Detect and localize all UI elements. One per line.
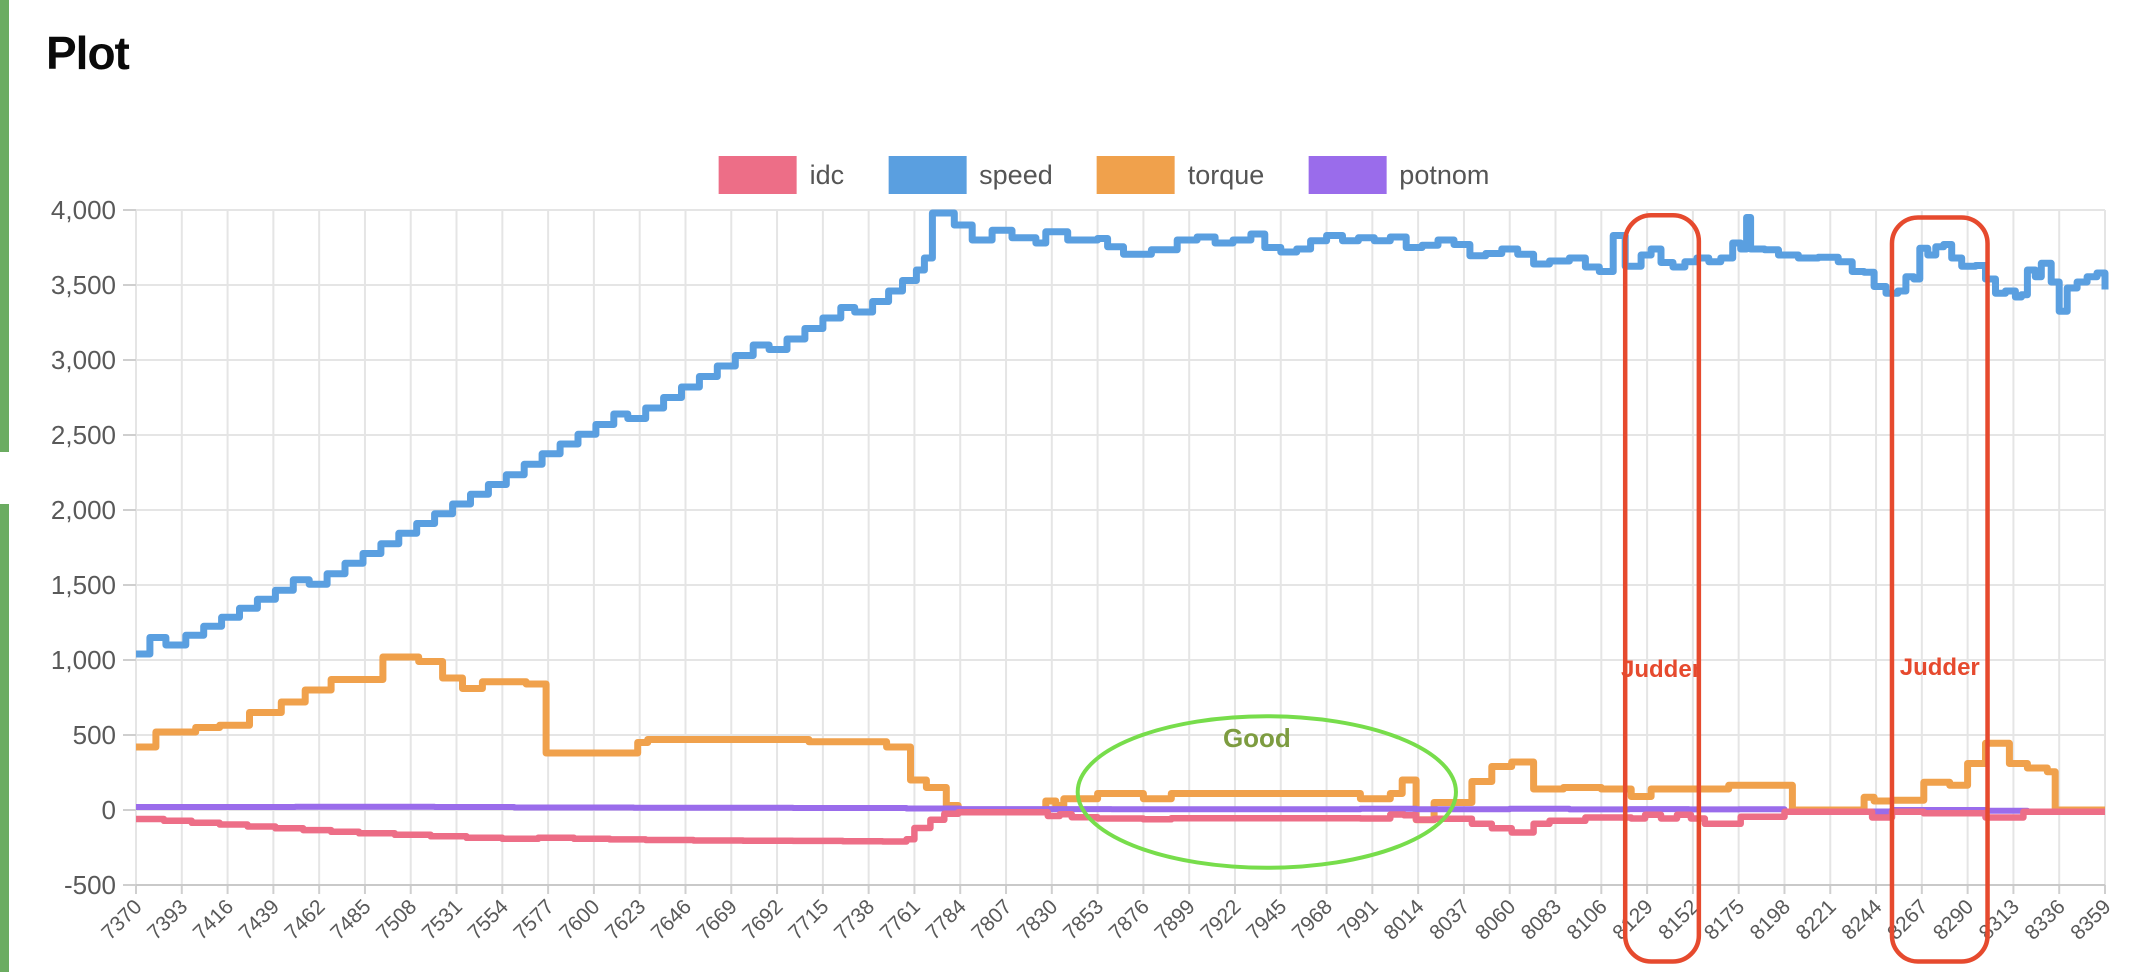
x-axis-tick-label: 7554 — [464, 895, 514, 945]
annotation-good-ellipse — [1075, 714, 1458, 870]
x-axis-tick-label: 7393 — [143, 895, 192, 944]
page-title: Plot — [46, 27, 130, 79]
legend-item-torque[interactable]: torque — [1096, 156, 1265, 194]
x-axis-tick-label: 7715 — [784, 895, 833, 944]
y-axis-tick-label: 1,000 — [51, 645, 116, 675]
legend-label: potnom — [1399, 159, 1490, 190]
legend-label: idc — [809, 159, 845, 190]
x-axis-tick-label: 8106 — [1563, 895, 1612, 944]
annotation-judder-box-1 — [1622, 213, 1702, 964]
x-axis-tick-label: 8244 — [1837, 895, 1887, 945]
series-speed-line[interactable] — [136, 209, 2109, 658]
legend-swatch-idc — [718, 156, 797, 194]
x-axis-tick-label: 8359 — [2066, 895, 2115, 944]
x-axis-tick-label: 7876 — [1105, 895, 1154, 944]
legend-item-speed[interactable]: speed — [888, 156, 1053, 194]
series-idc-line[interactable] — [136, 808, 2105, 845]
x-axis-tick-label: 7853 — [1059, 895, 1108, 944]
x-axis-tick-label: 8014 — [1379, 895, 1429, 945]
x-axis-tick-label: 8152 — [1654, 895, 1703, 944]
y-axis-tick-label: 4,000 — [51, 195, 116, 225]
x-axis-tick-label: 7416 — [189, 895, 238, 944]
x-axis-tick-label: 7830 — [1013, 895, 1062, 944]
legend-label: speed — [979, 159, 1053, 190]
x-axis-tick-label: 7577 — [509, 895, 558, 944]
x-axis-tick-label: 8129 — [1608, 895, 1657, 944]
x-axis-tick-label: 7485 — [326, 895, 375, 944]
legend-swatch-torque — [1096, 156, 1175, 194]
x-axis-tick-label: 7945 — [1242, 895, 1291, 944]
x-axis-tick-label: 7692 — [738, 895, 787, 944]
x-axis-tick-label: 7761 — [876, 895, 925, 944]
x-axis-tick-label: 7922 — [1196, 895, 1245, 944]
x-axis-tick-label: 7439 — [235, 895, 284, 944]
left-accent-bar-bottom — [0, 504, 9, 972]
x-axis-tick-label: 7370 — [97, 895, 146, 944]
y-axis-tick-label: 3,000 — [51, 345, 116, 375]
annotation-judder-box-2 — [1889, 215, 1990, 964]
left-accent-bar-top — [0, 0, 9, 452]
x-axis-tick-label: 7462 — [280, 895, 329, 944]
chart-legend: idc speed torque potnom — [718, 156, 1489, 194]
x-axis-tick-label: 7508 — [372, 895, 421, 944]
series-torque-line[interactable] — [136, 653, 2105, 824]
x-axis-tick-label: 7623 — [601, 895, 650, 944]
y-axis-tick-label: 2,500 — [51, 420, 116, 450]
x-axis-tick-label: 8037 — [1425, 895, 1474, 944]
x-axis-tick-label: 8060 — [1471, 895, 1520, 944]
y-axis-tick-label: 0 — [102, 795, 116, 825]
y-axis-tick-label: -500 — [64, 870, 116, 900]
x-axis-tick-label: 7669 — [693, 895, 742, 944]
x-axis-tick-label: 8290 — [1929, 895, 1978, 944]
legend-label: torque — [1187, 159, 1265, 190]
x-axis-tick-label: 8221 — [1791, 895, 1840, 944]
annotation-judder-label-1: Judder — [1621, 656, 1701, 683]
x-axis-tick-label: 8198 — [1746, 895, 1795, 944]
legend-item-potnom[interactable]: potnom — [1308, 156, 1489, 194]
annotation-good-label: Good — [1223, 723, 1291, 753]
x-axis-tick-label: 7807 — [967, 895, 1016, 944]
x-axis-tick-label: 7600 — [555, 895, 604, 944]
legend-item-idc[interactable]: idc — [718, 156, 845, 194]
legend-swatch-speed — [888, 156, 967, 194]
x-axis-tick-label: 7899 — [1150, 895, 1199, 944]
x-axis-tick-label: 7646 — [647, 895, 696, 944]
x-axis-tick-label: 7531 — [418, 895, 467, 944]
y-axis-tick-label: 500 — [73, 720, 116, 750]
x-axis-tick-label: 8175 — [1700, 895, 1749, 944]
series — [136, 209, 2109, 845]
y-axis-tick-label: 3,500 — [51, 270, 116, 300]
x-axis-tick-label: 8313 — [1975, 895, 2024, 944]
annotation-judder-label-2: Judder — [1900, 654, 1980, 681]
x-axis-tick-label: 8083 — [1517, 895, 1566, 944]
series-potnom-line[interactable] — [136, 803, 2105, 815]
x-axis-tick-label: 7784 — [921, 895, 971, 945]
annotations: Good Judder Judder — [1075, 213, 1990, 964]
x-axis-tick-label: 7968 — [1288, 895, 1337, 944]
legend-swatch-potnom — [1308, 156, 1387, 194]
x-axis-tick-label: 7991 — [1334, 895, 1383, 944]
y-axis-tick-label: 2,000 — [51, 495, 116, 525]
x-axis-tick-label: 7738 — [830, 895, 879, 944]
x-axis-tick-label: 8336 — [2020, 895, 2069, 944]
y-axis-tick-label: 1,500 — [51, 570, 116, 600]
